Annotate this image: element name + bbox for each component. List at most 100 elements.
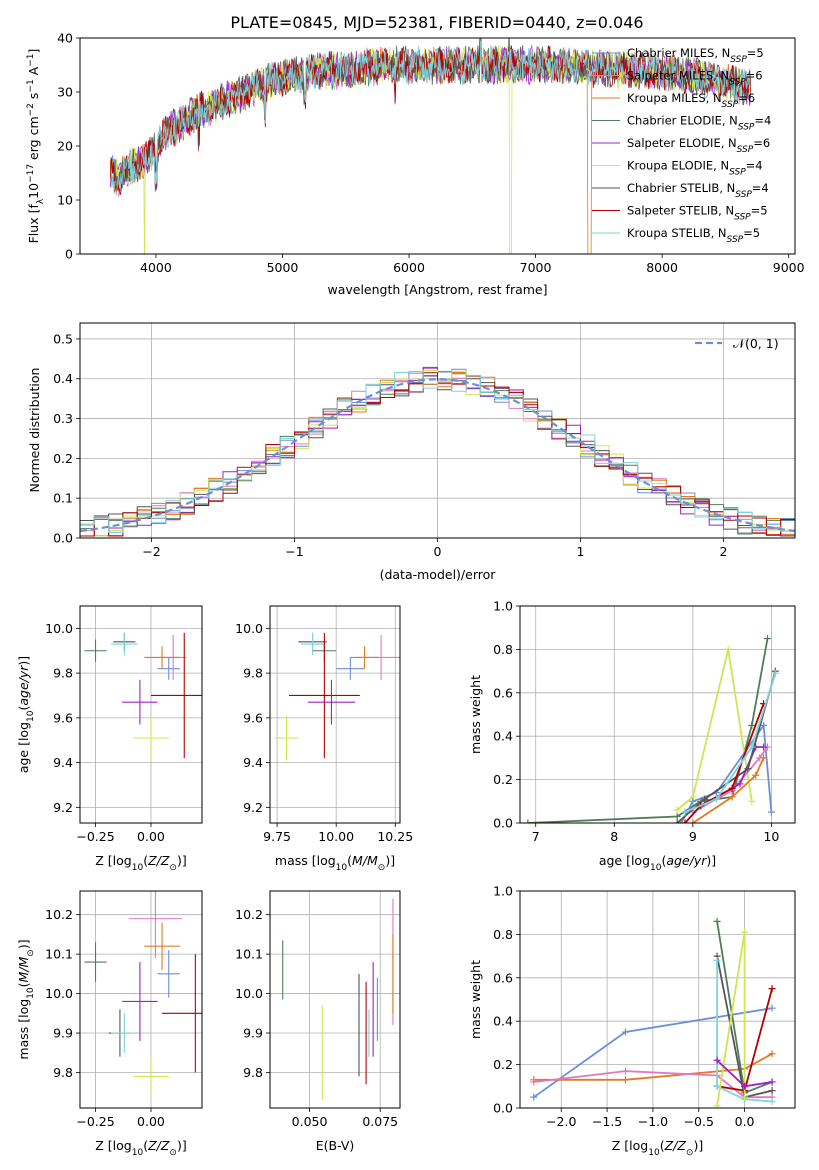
series-marker <box>621 1067 629 1075</box>
x-tick-label: 6000 <box>393 260 425 275</box>
x-axis-label-part: 10 <box>132 1148 144 1158</box>
x-axis-label-part: Z/Z <box>147 1138 170 1153</box>
y-axis-label-part: ( <box>16 706 31 711</box>
histogram-step <box>80 372 795 537</box>
x-axis-label-part: 10 <box>648 1148 660 1158</box>
y-tick-label: 0.1 <box>53 491 73 506</box>
legend-entry-part: SSP <box>722 100 739 110</box>
series-marker <box>728 784 736 792</box>
y-tick-label: 0.4 <box>493 729 513 744</box>
x-axis-label: E(B-V) <box>316 1138 355 1153</box>
legend-entry: Salpeter STELIB, NSSP=5 <box>627 204 768 223</box>
plot-area <box>530 917 776 1108</box>
x-axis-label-part: )] <box>177 1138 187 1153</box>
y-axis-label: mass weight <box>468 675 483 754</box>
legend-entry-part: =4 <box>754 114 771 128</box>
y-tick-label: 1.0 <box>493 884 513 899</box>
plot-area <box>274 632 400 761</box>
y-tick-label: 9.2 <box>243 800 263 815</box>
legend-entry-part: Chabrier STELIB, N <box>627 181 735 195</box>
y-tick-label: 0.8 <box>493 927 513 942</box>
series-marker <box>748 743 756 751</box>
y-tick-label: 9.9 <box>53 1026 73 1041</box>
x-tick-label: −2.0 <box>546 1114 576 1129</box>
y-axis-label-part: ( <box>16 982 31 987</box>
series-line <box>716 960 773 1103</box>
y-tick-label: 10 <box>57 193 73 208</box>
gridlines <box>270 606 400 823</box>
x-axis-label-part: ⊙ <box>686 1148 694 1158</box>
series-marker <box>524 819 532 823</box>
x-tick-label: 7 <box>532 829 540 844</box>
x-tick-label: −0.25 <box>76 829 114 844</box>
series-marker <box>681 819 689 823</box>
series-marker <box>767 808 775 816</box>
x-axis-label-part: mass [log <box>275 853 336 868</box>
axes-frame <box>79 322 796 539</box>
y-axis-label-part: λ <box>36 198 46 204</box>
x-tick-label: 0.00 <box>137 829 165 844</box>
x-axis-label-part: )] <box>385 853 395 868</box>
y-tick-label: 9.8 <box>53 666 73 681</box>
legend-entry-part: Chabrier MILES, N <box>627 46 730 60</box>
y-axis-label-part: )] <box>16 939 31 949</box>
y-tick-label: 30 <box>57 85 73 100</box>
y-tick-label: 0.4 <box>53 371 73 386</box>
series-marker <box>673 812 681 820</box>
y-tick-label: 9.9 <box>243 1026 263 1041</box>
y-tick-label: 0.0 <box>493 1101 513 1116</box>
axes-frame <box>269 605 401 824</box>
x-tick-label: 9000 <box>773 260 805 275</box>
plot-area <box>110 38 751 254</box>
panel-weight-vs-Z: −2.0 −1.5 −1.0 −0.5 0.0 0.0 0.2 0.4 0.6 0.8 1.0 Z [… <box>468 884 796 1158</box>
plot-area <box>282 898 394 1101</box>
series-marker <box>621 1076 629 1084</box>
x-axis-label: Z [log10(Z/Z⊙)] <box>95 1138 186 1158</box>
series-line <box>692 757 765 823</box>
panel-age-vs-Z: −0.25 0.009.29.49.69.810.0Z [log10(Z/Z⊙)]… <box>16 605 203 873</box>
x-tick-label: −2 <box>142 544 160 559</box>
y-tick-label: 10.1 <box>45 947 73 962</box>
gridlines <box>270 891 400 1108</box>
series-marker <box>760 743 768 751</box>
x-axis-label: mass [log10(M/M⊙)] <box>275 853 395 873</box>
x-axis-label-part: 10 <box>132 863 144 873</box>
legend-entry: Chabrier MILES, NSSP=5 <box>627 46 764 65</box>
x-axis-label-part: Z/Z <box>147 853 170 868</box>
series-marker <box>689 797 697 805</box>
y-tick-label: 10.2 <box>45 907 73 922</box>
y-tick-label: 20 <box>57 139 73 154</box>
plot-area <box>524 635 779 823</box>
x-axis-label-part: )] <box>693 1138 703 1153</box>
legend-entry-part: SSP <box>727 235 744 245</box>
x-tick-label: 0.075 <box>362 1114 398 1129</box>
series-marker <box>713 1056 721 1064</box>
x-tick-label: −1.5 <box>592 1114 622 1129</box>
series-marker <box>530 1093 538 1101</box>
axes-frame <box>79 37 796 255</box>
y-axis-label: age [log10(age/yr)] <box>16 656 36 773</box>
legend-entry-part: =5 <box>743 226 760 240</box>
y-tick-label: 0.5 <box>53 331 73 346</box>
legend-entry-part: =6 <box>746 69 763 83</box>
legend-entry-part: =5 <box>751 204 768 218</box>
y-tick-label: 0.2 <box>493 772 513 787</box>
y-tick-label: 9.6 <box>53 710 73 725</box>
panel-mass-vs-EBV: 0.050 0.075 9.8 9.9 10.0 10.1 10.2 E(B-V) <box>235 890 401 1153</box>
legend-entry-part: =6 <box>753 136 770 150</box>
y-axis-label-part: 10 <box>26 183 41 199</box>
figure-title: PLATE=0845, MJD=52381, FIBERID=0440, z=0… <box>230 13 643 32</box>
x-tick-label: 5000 <box>267 260 299 275</box>
series-marker <box>744 765 752 773</box>
x-axis-label-part: Z [log <box>95 853 131 868</box>
x-tick-label: −0.5 <box>684 1114 714 1129</box>
axes-frame <box>519 890 796 1109</box>
y-axis-label-part: A <box>26 66 41 79</box>
x-axis-label-part: E(B-V) <box>316 1138 355 1153</box>
axes-frame <box>79 890 203 1109</box>
x-tick-label: 8 <box>610 829 618 844</box>
y-tick-label: 9.2 <box>53 800 73 815</box>
normal-curve <box>80 378 795 533</box>
legend-entry: Kroupa STELIB, NSSP=5 <box>627 226 760 245</box>
